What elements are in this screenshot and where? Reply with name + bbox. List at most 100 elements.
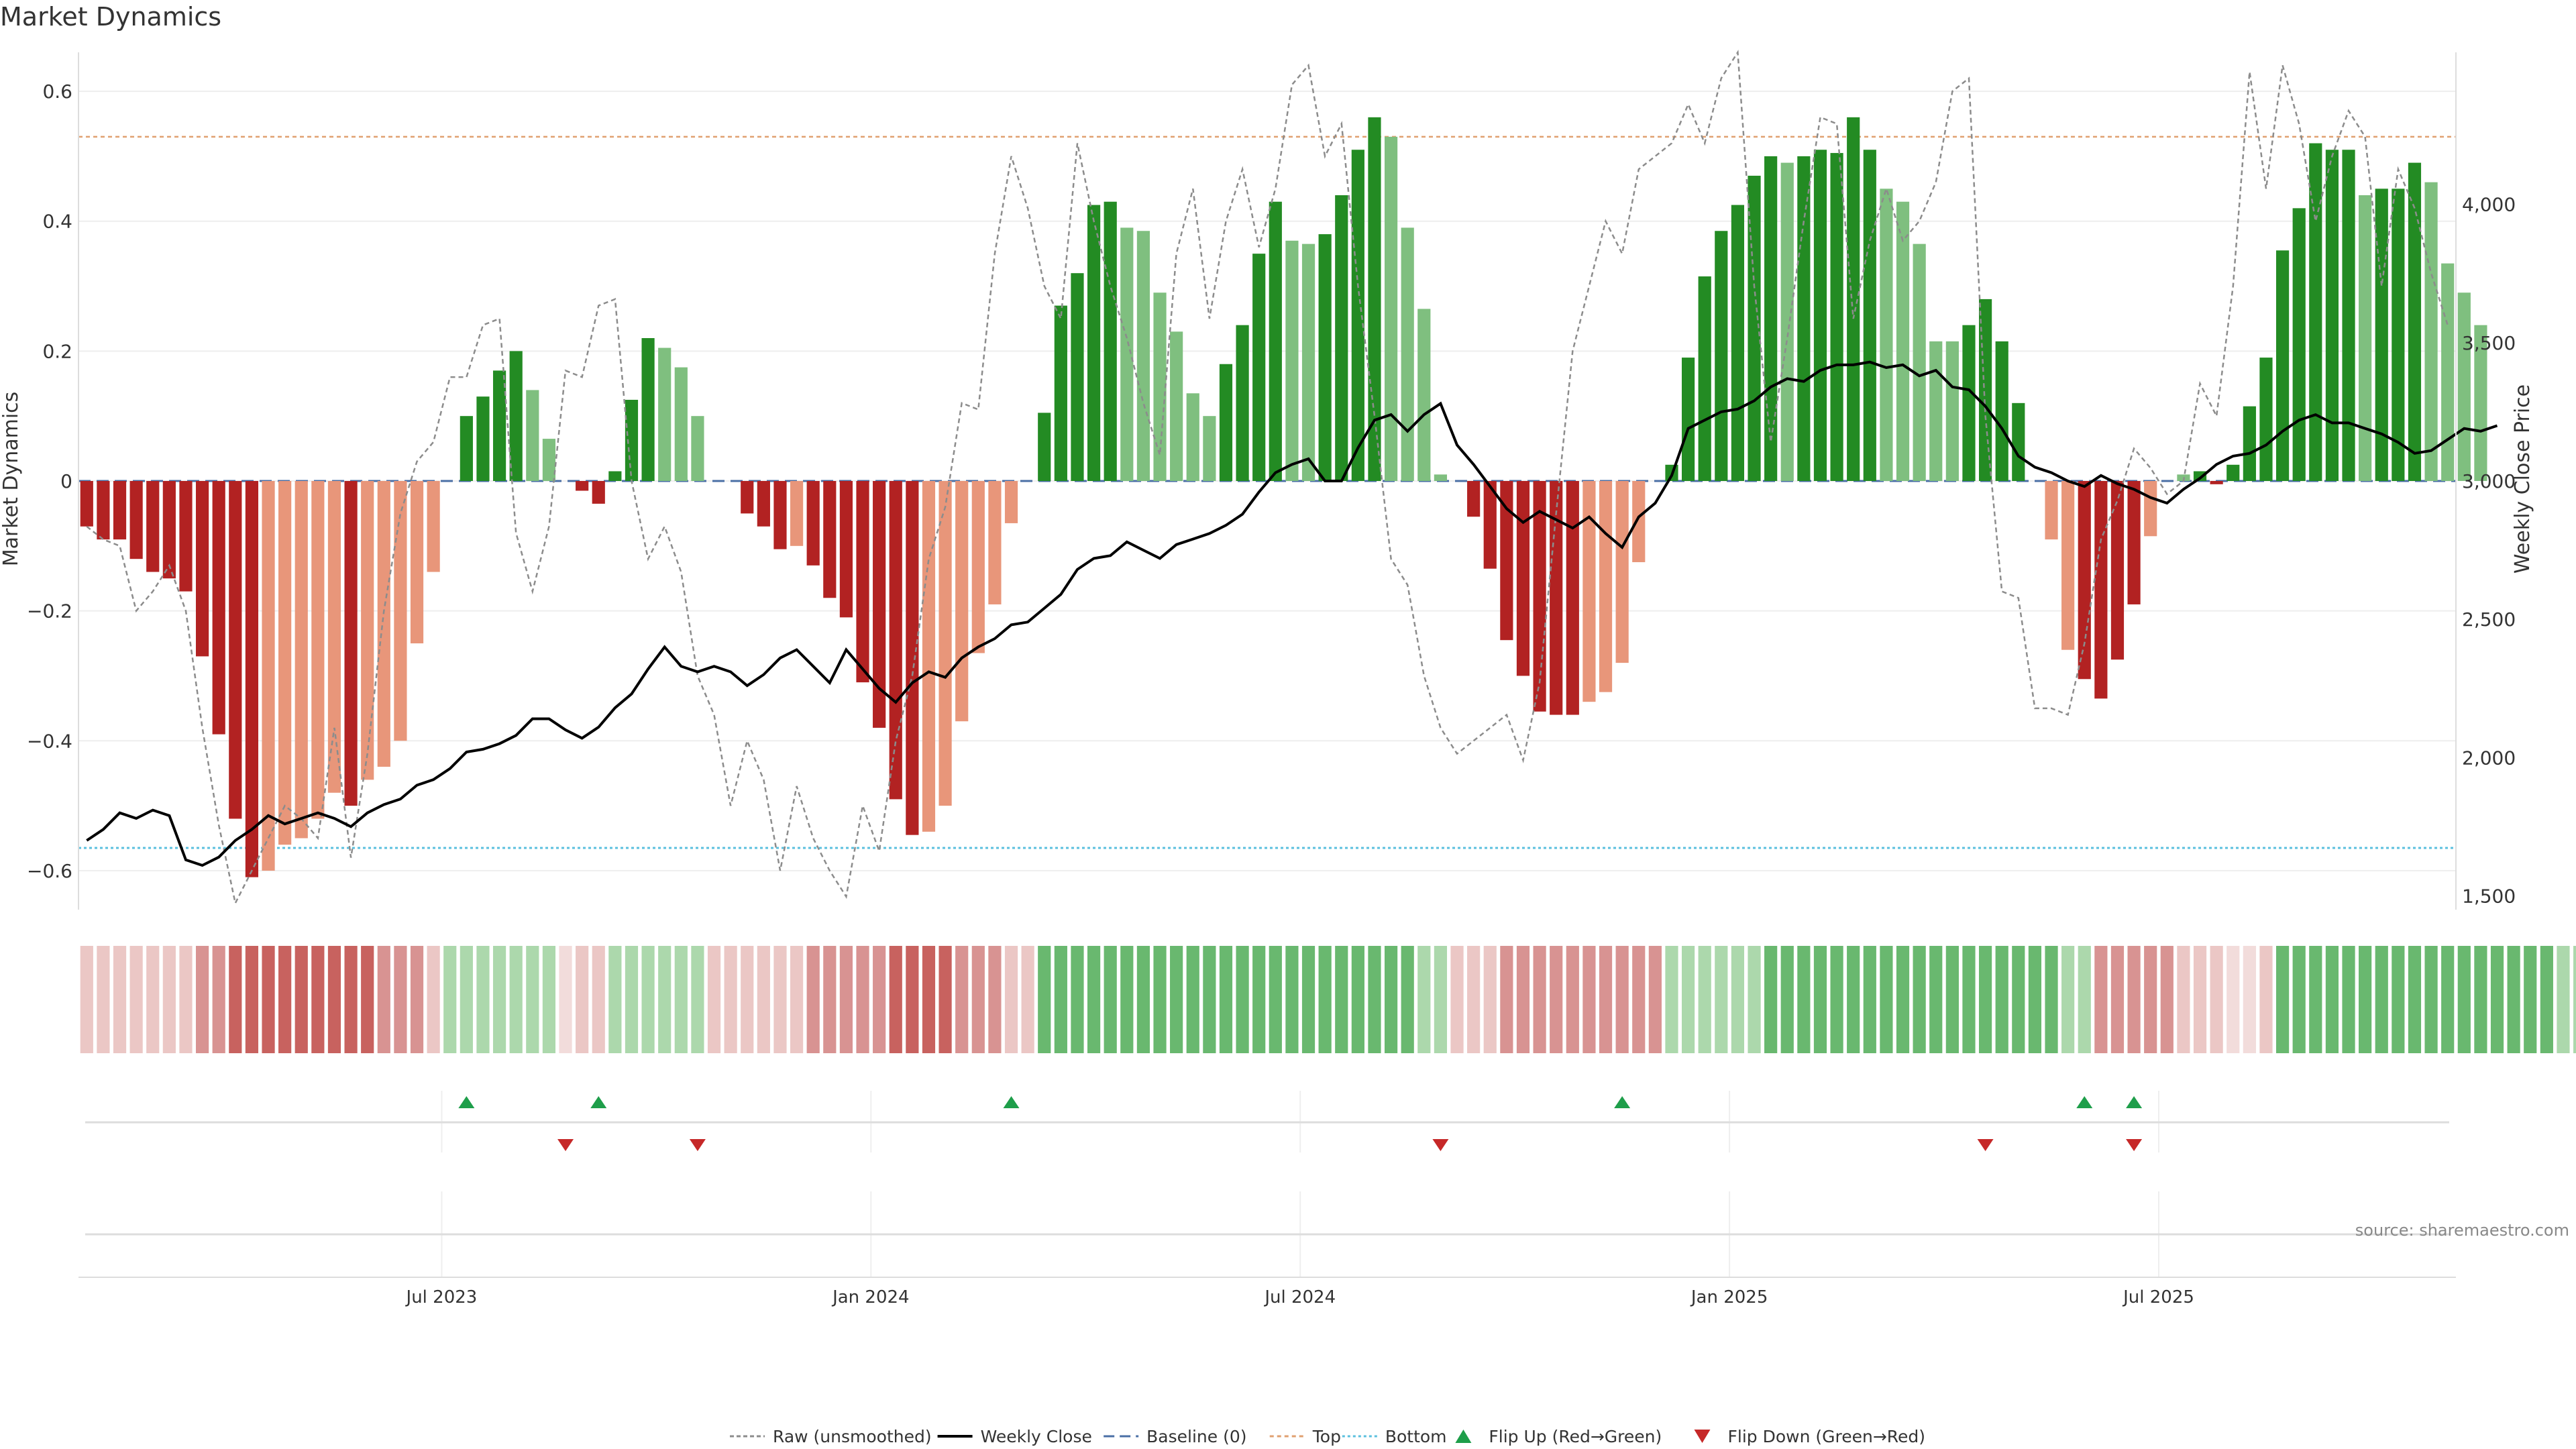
x-tick-label: Jul 2023	[405, 1287, 478, 1307]
flip-up-marker	[1614, 1096, 1631, 1108]
bar	[1236, 325, 1249, 481]
legend: Raw (unsmoothed) Weekly Close Baseline (0)…	[730, 1427, 1925, 1446]
heat-cell	[559, 946, 572, 1053]
bar	[1880, 189, 1893, 481]
bar	[1269, 201, 1282, 481]
bar	[1252, 254, 1266, 481]
bar	[955, 481, 969, 722]
chart-title: Market Dynamics	[0, 2, 221, 32]
heat-cell	[443, 946, 457, 1053]
flip-down-marker	[689, 1139, 706, 1151]
heat-cell	[1071, 946, 1084, 1053]
bar	[873, 481, 886, 728]
heat-cell	[2061, 946, 2075, 1053]
heat-cell	[1978, 946, 1992, 1053]
bar	[839, 481, 853, 618]
bar	[1401, 227, 1414, 481]
bar	[129, 481, 143, 559]
heat-cell	[1929, 946, 1943, 1053]
heat-cell	[2441, 946, 2455, 1053]
bar	[1896, 201, 1910, 481]
bar	[113, 481, 127, 540]
heat-cell	[1599, 946, 1613, 1053]
heat-cell	[707, 946, 721, 1053]
heat-cell	[2243, 946, 2256, 1053]
heat-cell	[1715, 946, 1728, 1053]
bar	[229, 481, 242, 819]
bar	[509, 351, 523, 481]
heat-cell	[2490, 946, 2504, 1053]
bar	[1335, 195, 1348, 481]
heat-cell	[2309, 946, 2322, 1053]
heat-cell	[1021, 946, 1034, 1053]
bar	[1136, 231, 1150, 481]
y-tick-label-left: 0.6	[42, 80, 72, 103]
x-tick-label: Jan 2024	[831, 1287, 910, 1307]
heat-cell	[922, 946, 936, 1053]
bar	[2375, 189, 2388, 481]
raw-series-line	[86, 50, 2449, 906]
line-series	[86, 50, 2498, 906]
legend-label: Raw (unsmoothed)	[773, 1427, 932, 1446]
legend-item: Raw (unsmoothed)	[730, 1427, 932, 1446]
bar	[311, 481, 325, 819]
bar	[1945, 341, 1959, 481]
y-tick-label-right: 2,500	[2462, 608, 2516, 631]
x-tick-label: Jul 2024	[1263, 1287, 1336, 1307]
heat-cell	[1665, 946, 1678, 1053]
bar	[2392, 189, 2405, 481]
bar	[1632, 481, 1646, 563]
heat-cell	[2408, 946, 2422, 1053]
y-tick-label-left: 0.4	[42, 211, 72, 233]
legend-label: Bottom	[1385, 1427, 1447, 1446]
bar	[1764, 156, 1778, 481]
heat-cell	[1698, 946, 1711, 1053]
bar	[1830, 153, 1843, 481]
bar	[1384, 136, 1398, 481]
bar	[1962, 325, 1976, 481]
heat-cell	[344, 946, 358, 1053]
heat-cell	[476, 946, 490, 1053]
bar	[2127, 481, 2141, 604]
heat-cell	[542, 946, 556, 1053]
y-tick-label-left: −0.2	[27, 600, 72, 623]
bar	[2292, 208, 2306, 481]
heat-cell	[658, 946, 672, 1053]
bar	[1434, 474, 1448, 481]
bar	[1566, 481, 1579, 715]
flip-up-marker	[590, 1096, 607, 1108]
bar	[294, 481, 308, 839]
heat-cell	[906, 946, 919, 1053]
legend-label: Top	[1312, 1427, 1341, 1446]
heat-cell	[195, 946, 209, 1053]
bar	[1550, 481, 1563, 715]
heat-cell	[1170, 946, 1183, 1053]
bar	[2325, 150, 2339, 481]
heat-cell	[361, 946, 374, 1053]
bar	[526, 390, 539, 481]
heat-cell	[806, 946, 820, 1053]
bar	[492, 370, 506, 481]
heat-cell	[1962, 946, 1976, 1053]
heat-cell	[1285, 946, 1299, 1053]
heat-cell	[1847, 946, 1860, 1053]
bar	[162, 481, 176, 579]
legend-item: Top	[1269, 1427, 1341, 1446]
y-tick-label-left: 0	[60, 470, 72, 492]
heat-cell	[2524, 946, 2537, 1053]
bar-series	[80, 117, 2487, 877]
bar	[2110, 481, 2125, 660]
bar	[1731, 205, 1745, 481]
heat-cell	[2094, 946, 2108, 1053]
bar	[741, 481, 754, 514]
y-tick-label-right: 3,000	[2462, 470, 2516, 492]
heat-cell	[1830, 946, 1843, 1053]
heat-cell	[2359, 946, 2372, 1053]
bar	[1153, 292, 1167, 481]
heat-cell	[1945, 946, 1959, 1053]
heat-cell	[2160, 946, 2174, 1053]
bar	[2094, 481, 2108, 699]
heat-cell	[2507, 946, 2520, 1053]
heat-cell	[2457, 946, 2471, 1053]
heat-cell	[2177, 946, 2190, 1053]
